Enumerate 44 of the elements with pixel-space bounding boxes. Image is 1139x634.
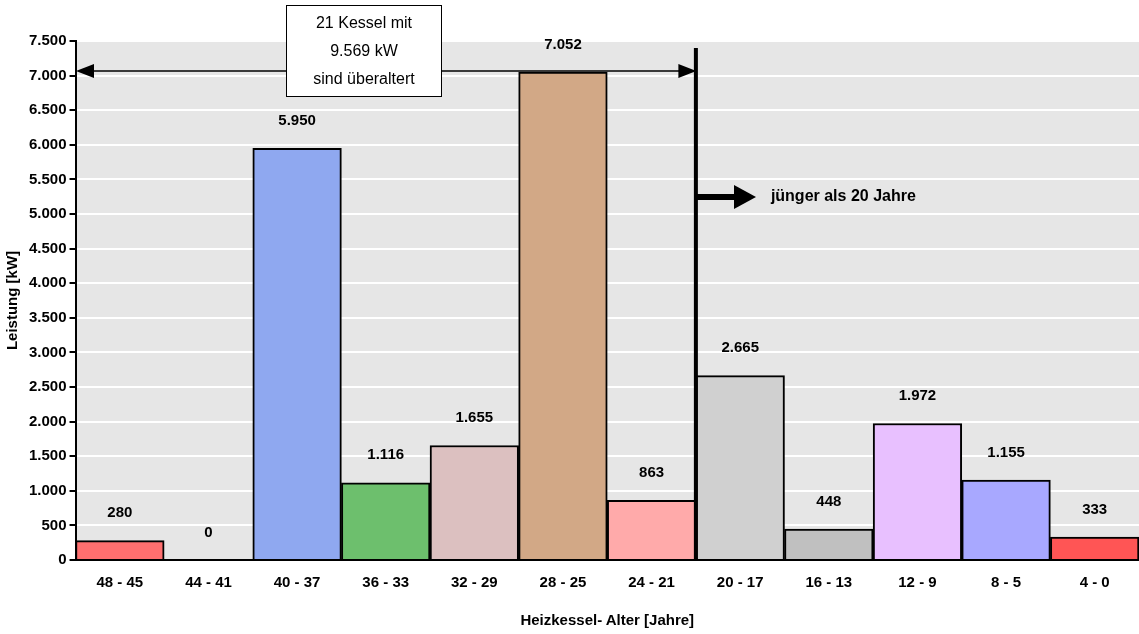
data-label: 333 [1082, 499, 1108, 517]
data-label: 7.052 [544, 34, 582, 52]
data-label: 5.950 [278, 110, 316, 128]
x-tick-label: 32 - 29 [450, 573, 498, 591]
y-tick-label: 500 [41, 515, 67, 533]
y-tick-label: 1.500 [28, 446, 67, 464]
y-tick-label: 6.000 [28, 134, 67, 152]
data-label: 0 [204, 522, 213, 540]
data-label: 280 [107, 503, 133, 521]
y-tick-label: 7.000 [28, 65, 67, 83]
x-tick-label: 44 - 41 [185, 573, 232, 591]
data-label: 1.972 [898, 386, 937, 404]
y-tick-label: 7.500 [28, 31, 67, 49]
x-tick-label: 48 - 45 [96, 573, 144, 591]
y-tick-label: 3.500 [28, 307, 67, 325]
data-label: 1.655 [455, 408, 494, 426]
y-tick-label: 0 [58, 550, 67, 568]
y-tick-label: 4.500 [28, 238, 67, 256]
data-label: 2.665 [721, 338, 759, 356]
data-label: 448 [816, 491, 842, 509]
y-tick-label: 5.000 [28, 204, 67, 222]
y-tick-label: 4.000 [28, 273, 67, 291]
data-label: 1.116 [367, 445, 405, 463]
y-tick-label: 1.000 [28, 480, 67, 498]
x-tick-label: 24 - 21 [628, 573, 675, 591]
x-tick-label: 8 - 5 [991, 573, 1022, 591]
x-tick-label: 12 - 9 [898, 573, 937, 591]
y-tick-label: 5.500 [28, 169, 67, 187]
x-tick-label: 36 - 33 [362, 573, 410, 591]
y-tick-label: 2.500 [28, 377, 67, 395]
y-tick-label: 2.000 [28, 411, 67, 429]
note-box: 21 Kessel mit 9.569 kW sind überaltert [286, 5, 442, 97]
y-tick-label: 3.000 [28, 342, 67, 360]
annotation: jünger als 20 Jahre [770, 187, 916, 205]
y-axis-title: Leistung [kW] [3, 250, 21, 351]
data-label: 863 [639, 462, 665, 480]
x-tick-label: 28 - 25 [539, 573, 587, 591]
x-tick-label: 16 - 13 [805, 573, 853, 591]
y-tick-label: 6.500 [28, 100, 67, 118]
x-tick-label: 4 - 0 [1079, 573, 1110, 591]
x-axis-title: Heizkessel- Alter [Jahre] [520, 611, 695, 629]
x-tick-label: 40 - 37 [273, 573, 321, 591]
data-label: 1.155 [987, 442, 1025, 460]
x-tick-label: 20 - 17 [716, 573, 764, 591]
